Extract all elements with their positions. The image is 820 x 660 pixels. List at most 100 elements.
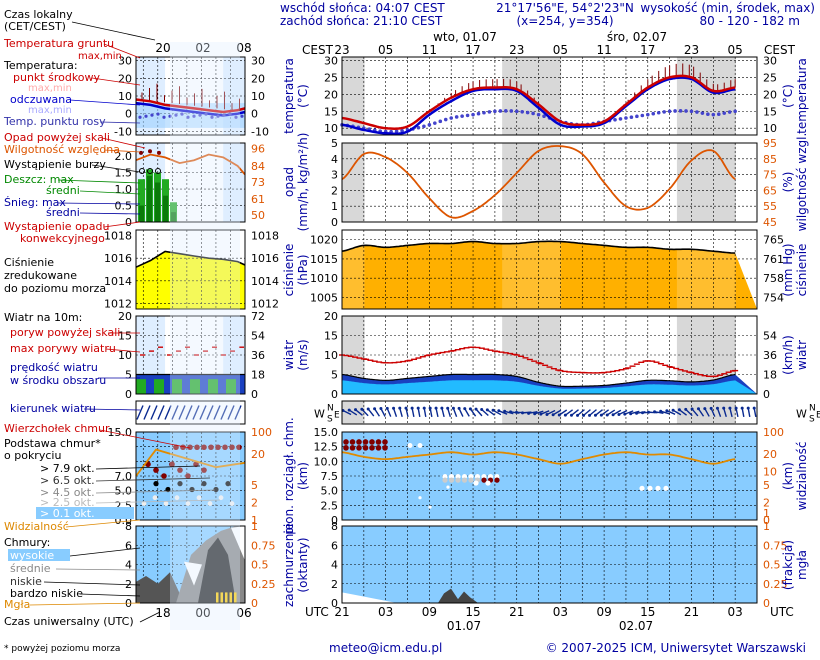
tick-label: 0 <box>763 597 770 610</box>
wind-arrow-head <box>715 406 719 410</box>
dew-point-dot <box>509 109 514 113</box>
cloud-base-dot-light <box>407 442 413 448</box>
time-label-top: 23 <box>334 43 349 57</box>
legend-dew-dot <box>174 113 178 117</box>
dew-point-dot <box>629 115 634 119</box>
legend-okt-01-bg <box>36 507 134 519</box>
legend-precip-conv: konwekcyjnego <box>20 232 105 245</box>
legend-humidity: Wilgotność względna <box>4 143 120 156</box>
legend-wind-inner <box>190 379 200 394</box>
dew-point-dot <box>531 111 535 116</box>
legend-dew-dot <box>138 115 142 119</box>
legend-time-bottom: 06 <box>236 606 251 620</box>
panel-label-wind-right: wiatr <box>795 340 809 370</box>
leader-line <box>79 593 141 597</box>
dew-point-dot <box>662 110 666 114</box>
dew-point-dot <box>618 117 623 121</box>
tick-label: 0 <box>331 514 338 527</box>
wind-arrow-head <box>503 409 507 413</box>
leader-line <box>43 581 141 586</box>
legend-cover-high <box>231 526 245 561</box>
tz-label-top: CEST <box>302 43 334 57</box>
legend-cloud-base-dot <box>153 481 159 487</box>
wind-arrow-head <box>480 407 484 411</box>
wind-arrow-head <box>690 407 694 411</box>
cloud-base-dot <box>369 445 375 451</box>
tick-label: 765 <box>763 234 784 247</box>
wind-arrow-head <box>366 407 370 411</box>
panel-unit-temp: (°C) <box>296 84 310 108</box>
visibility-line <box>341 451 736 465</box>
wind-arrow <box>672 409 682 416</box>
panel-unit-wind: (m/s) <box>296 339 310 370</box>
wind-arrow-head <box>347 408 351 412</box>
tick-label: 15 <box>324 105 338 118</box>
legend-utc: Czas uniwersalny (UTC) <box>4 615 134 628</box>
tick-label: 15 <box>763 105 777 118</box>
legend-wind-arrow <box>234 405 242 420</box>
panel-label-pressure: ciśnienie <box>282 244 296 297</box>
legend-pressure-2: zredukowane <box>4 269 77 282</box>
night-band <box>676 230 736 309</box>
panel-border <box>341 56 758 136</box>
wind-arrow-head <box>593 413 597 417</box>
cloud-base-dot <box>494 477 500 483</box>
legend-dew-dot <box>240 114 244 118</box>
tick-label: 20 <box>251 448 265 461</box>
legend-cloud-top-dot <box>222 444 228 451</box>
legend-wind-inner <box>136 379 146 394</box>
legend-temp-maxmin: max,min <box>28 83 72 94</box>
tick-label: 10 <box>763 122 777 135</box>
compass-s: S <box>327 415 333 425</box>
tick-label: 0.5 <box>115 200 133 213</box>
leader-line <box>95 489 216 494</box>
cloud-base-dot-light <box>663 485 669 491</box>
wind-arrow-head <box>416 406 420 410</box>
legend-cloud-top-dot <box>180 444 186 451</box>
tick-label: 1014 <box>251 275 279 288</box>
legend-cloud-base-dot <box>177 467 183 473</box>
tick-label: 1012 <box>251 297 279 310</box>
tick-label: 2 <box>251 496 258 509</box>
night-band <box>502 57 562 135</box>
panel-unit-cover: (oktanty) <box>296 537 310 592</box>
dew-point-dot <box>689 109 694 114</box>
wind-arrow-head <box>428 406 432 410</box>
legend-cloud-base-dot <box>161 473 167 479</box>
legend-cloud-base: Podstawa chmur* <box>4 437 101 450</box>
legend-ground-temp: Temperatura gruntu <box>3 37 114 50</box>
wind-arrow-head <box>379 407 383 411</box>
leader-line <box>29 602 141 606</box>
legend-wind-arrow <box>213 405 221 420</box>
dew-point-dot <box>493 109 497 114</box>
tick-label: 18 <box>763 369 777 382</box>
legend-cloud-base-dot <box>213 486 219 493</box>
wind-arrow <box>429 407 433 418</box>
dew-point-dot <box>727 110 732 114</box>
legend-okt-65: > 6.5 okt. <box>40 474 95 487</box>
legend-okt-45: > 4.5 okt. <box>40 486 95 499</box>
legend-felt: odczuwana <box>10 93 72 106</box>
legend-cloud-base-dot <box>185 501 191 506</box>
legend-cloud-base-dot <box>153 467 159 473</box>
tick-label: 5 <box>331 369 338 382</box>
tick-label: 761 <box>763 253 784 266</box>
panel-border <box>135 315 246 395</box>
legend-wind-inner <box>226 379 236 394</box>
dew-point-dot <box>711 112 716 117</box>
wind-arrow-head <box>385 406 389 410</box>
cloud-base-dot <box>442 477 448 483</box>
legend-clouds-low: niskie <box>10 575 42 588</box>
tick-label: 4 <box>125 559 132 572</box>
wind-arrow <box>753 407 757 418</box>
legend-cloud-top-dot <box>236 444 242 451</box>
legend-precip-over-dot <box>139 150 143 155</box>
legend-okt-25: > 2.5 okt. <box>40 496 95 509</box>
wind-arrow-head <box>647 410 651 414</box>
dew-point-dot <box>673 109 677 113</box>
leader-line <box>83 408 141 411</box>
time-label-bottom: 09 <box>422 605 437 619</box>
night-band <box>502 143 562 222</box>
wind-arrow <box>654 411 664 414</box>
day-label-bottom: 01.07 <box>447 619 481 633</box>
